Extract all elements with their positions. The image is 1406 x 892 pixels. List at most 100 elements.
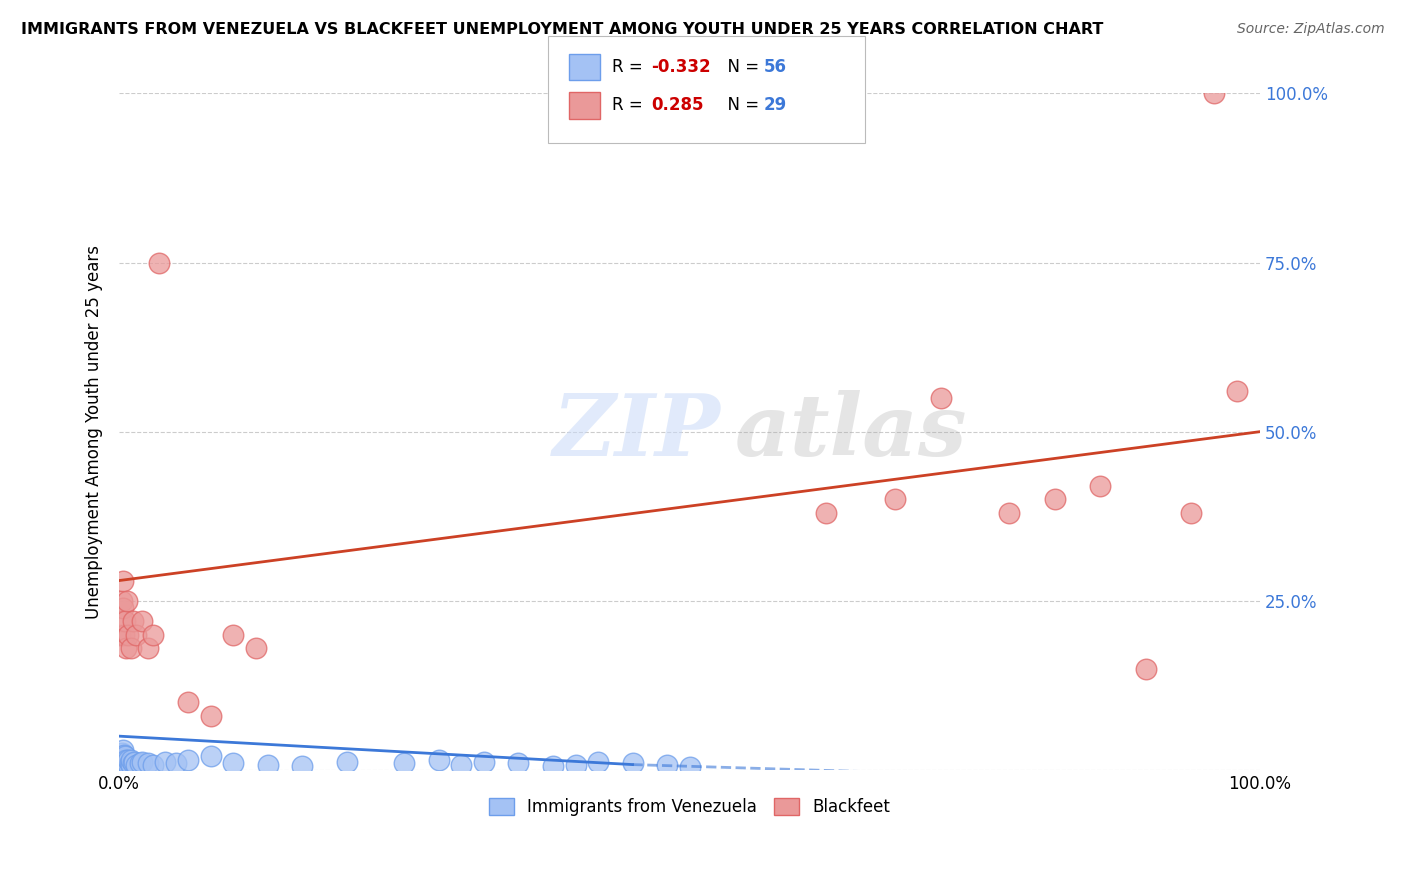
Point bbox=[112, 628, 135, 642]
Point bbox=[153, 755, 176, 769]
Point bbox=[112, 751, 135, 765]
Point bbox=[142, 757, 165, 772]
Point bbox=[118, 756, 141, 771]
Point bbox=[128, 756, 150, 771]
Point bbox=[1226, 384, 1249, 398]
Point bbox=[472, 755, 495, 769]
Point bbox=[115, 759, 138, 773]
Text: Source: ZipAtlas.com: Source: ZipAtlas.com bbox=[1237, 22, 1385, 37]
Point bbox=[111, 756, 134, 771]
Point bbox=[200, 749, 222, 764]
Point bbox=[655, 757, 678, 772]
Point bbox=[117, 594, 139, 608]
Point bbox=[136, 756, 159, 771]
Point bbox=[110, 756, 132, 771]
Y-axis label: Unemployment Among Youth under 25 years: Unemployment Among Youth under 25 years bbox=[86, 244, 103, 619]
Point bbox=[222, 756, 245, 771]
Text: ZIP: ZIP bbox=[553, 390, 720, 474]
Point bbox=[142, 628, 165, 642]
Point bbox=[110, 753, 132, 767]
Text: atlas: atlas bbox=[735, 390, 967, 474]
Point bbox=[114, 614, 136, 628]
Legend: Immigrants from Venezuela, Blackfeet: Immigrants from Venezuela, Blackfeet bbox=[482, 791, 897, 822]
Point bbox=[111, 742, 134, 756]
Point bbox=[256, 757, 278, 772]
Text: 29: 29 bbox=[763, 96, 787, 114]
Point bbox=[110, 594, 132, 608]
Point bbox=[125, 757, 148, 772]
Point bbox=[450, 757, 472, 772]
Point bbox=[165, 756, 187, 771]
Point bbox=[112, 757, 135, 772]
Text: 0.285: 0.285 bbox=[651, 96, 703, 114]
Text: -0.332: -0.332 bbox=[651, 58, 710, 76]
Text: IMMIGRANTS FROM VENEZUELA VS BLACKFEET UNEMPLOYMENT AMONG YOUTH UNDER 25 YEARS C: IMMIGRANTS FROM VENEZUELA VS BLACKFEET U… bbox=[21, 22, 1104, 37]
Point bbox=[120, 757, 142, 772]
Point bbox=[222, 628, 245, 642]
Point bbox=[245, 641, 267, 656]
Point bbox=[112, 748, 135, 763]
Point bbox=[122, 755, 145, 769]
Point bbox=[336, 755, 359, 769]
Point bbox=[131, 614, 153, 628]
Point bbox=[114, 759, 136, 773]
Point bbox=[427, 753, 450, 767]
Point bbox=[115, 753, 138, 767]
Text: R =: R = bbox=[612, 96, 648, 114]
Point bbox=[115, 641, 138, 656]
Point bbox=[122, 614, 145, 628]
Point bbox=[110, 614, 132, 628]
Point bbox=[111, 749, 134, 764]
Point bbox=[111, 600, 134, 615]
Point bbox=[112, 755, 135, 769]
Point bbox=[110, 751, 132, 765]
Point bbox=[110, 755, 132, 769]
Point bbox=[114, 753, 136, 767]
Text: N =: N = bbox=[717, 96, 765, 114]
Point bbox=[115, 757, 138, 772]
Point bbox=[177, 695, 200, 709]
Point bbox=[131, 755, 153, 769]
Point bbox=[678, 759, 700, 773]
Text: R =: R = bbox=[612, 58, 648, 76]
Point bbox=[114, 756, 136, 771]
Point bbox=[136, 641, 159, 656]
Point bbox=[111, 574, 134, 588]
Point bbox=[564, 757, 586, 772]
Point bbox=[291, 759, 314, 773]
Point bbox=[1135, 661, 1157, 675]
Point bbox=[998, 506, 1021, 520]
Point bbox=[929, 391, 952, 405]
Point bbox=[120, 753, 142, 767]
Point bbox=[111, 759, 134, 773]
Point bbox=[541, 759, 564, 773]
Point bbox=[114, 749, 136, 764]
Point bbox=[148, 255, 170, 269]
Point bbox=[117, 757, 139, 772]
Point bbox=[200, 709, 222, 723]
Point bbox=[1043, 492, 1066, 507]
Point bbox=[1088, 479, 1111, 493]
Point bbox=[110, 757, 132, 772]
Point bbox=[125, 628, 148, 642]
Point bbox=[508, 756, 530, 771]
Point bbox=[1180, 506, 1202, 520]
Point bbox=[815, 506, 838, 520]
Point bbox=[117, 753, 139, 767]
Point bbox=[110, 746, 132, 760]
Text: 56: 56 bbox=[763, 58, 786, 76]
Point bbox=[110, 749, 132, 764]
Point bbox=[1204, 87, 1226, 101]
Point bbox=[883, 492, 905, 507]
Point bbox=[588, 755, 610, 769]
Point bbox=[120, 641, 142, 656]
Point bbox=[117, 628, 139, 642]
Point bbox=[111, 753, 134, 767]
Point bbox=[177, 753, 200, 767]
Point bbox=[117, 755, 139, 769]
Point bbox=[394, 756, 416, 771]
Point bbox=[110, 628, 132, 642]
Point bbox=[117, 759, 139, 773]
Point bbox=[122, 756, 145, 771]
Text: N =: N = bbox=[717, 58, 765, 76]
